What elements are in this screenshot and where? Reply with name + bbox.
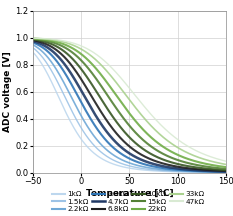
Y-axis label: ADC voltage [V]: ADC voltage [V] (3, 51, 12, 132)
X-axis label: Temperature [°C]: Temperature [°C] (86, 189, 173, 198)
Legend: 1kΩ, 1.5kΩ, 2.2kΩ, 3.3kΩ, 4.7kΩ, 6.8kΩ, 10kΩ, 15kΩ, 22kΩ, 33kΩ, 47kΩ: 1kΩ, 1.5kΩ, 2.2kΩ, 3.3kΩ, 4.7kΩ, 6.8kΩ, … (52, 191, 204, 212)
